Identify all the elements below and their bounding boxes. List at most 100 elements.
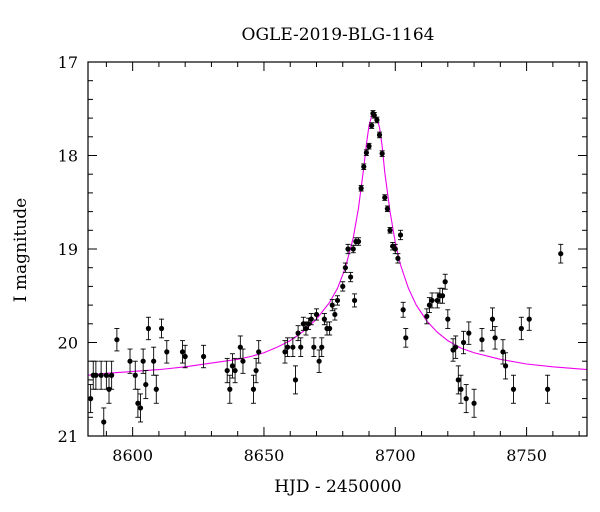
data-point bbox=[303, 325, 309, 332]
data-point bbox=[384, 206, 390, 212]
data-point bbox=[232, 367, 238, 374]
x-axis-label: HJD - 2450000 bbox=[274, 477, 402, 497]
data-point bbox=[350, 246, 356, 252]
data-point bbox=[227, 386, 233, 392]
data-point bbox=[392, 246, 398, 252]
data-point bbox=[387, 227, 393, 233]
data-point bbox=[376, 132, 383, 138]
data-point bbox=[439, 293, 446, 299]
data-point bbox=[290, 344, 296, 350]
data-point bbox=[518, 325, 524, 332]
data-point bbox=[358, 185, 364, 191]
y-axis-label: I magnitude bbox=[11, 198, 31, 302]
data-point bbox=[308, 316, 314, 322]
data-point bbox=[379, 151, 385, 157]
data-point bbox=[316, 358, 322, 364]
y-tick-label: 20 bbox=[58, 334, 78, 353]
data-point bbox=[88, 396, 94, 402]
x-tick-label: 8600 bbox=[112, 446, 153, 465]
data-point bbox=[453, 344, 459, 350]
data-point bbox=[306, 321, 312, 327]
data-point bbox=[143, 381, 149, 388]
data-point bbox=[135, 400, 141, 406]
data-point bbox=[106, 386, 112, 392]
data-point bbox=[500, 349, 506, 355]
data-point bbox=[182, 353, 188, 360]
axis-ticks: 8600 8650 8700 8750 17 18 19 20 21 bbox=[58, 53, 587, 465]
y-tick-label: 17 bbox=[58, 53, 78, 72]
data-point bbox=[256, 349, 262, 355]
data-point bbox=[363, 150, 369, 156]
data-point bbox=[321, 316, 327, 322]
data-point bbox=[114, 337, 120, 343]
data-point bbox=[558, 251, 564, 257]
data-point bbox=[361, 164, 367, 170]
data-point bbox=[545, 386, 551, 392]
model-curve-layer bbox=[87, 113, 588, 376]
x-tick-label: 8700 bbox=[375, 446, 416, 465]
data-point bbox=[300, 321, 306, 327]
data-point bbox=[319, 344, 325, 350]
data-point bbox=[426, 302, 433, 308]
data-point bbox=[442, 279, 448, 285]
data-point bbox=[429, 297, 435, 304]
data-point bbox=[526, 316, 532, 322]
y-tick-label: 21 bbox=[58, 427, 78, 446]
data-point bbox=[489, 316, 496, 322]
data-point bbox=[250, 386, 257, 392]
data-point bbox=[153, 386, 159, 392]
data-point bbox=[348, 274, 354, 280]
data-point bbox=[334, 297, 341, 304]
data-point bbox=[295, 330, 301, 336]
data-point bbox=[502, 363, 509, 369]
data-point bbox=[127, 358, 133, 364]
data-point bbox=[282, 349, 288, 355]
data-point bbox=[132, 372, 138, 378]
data-point bbox=[145, 325, 152, 332]
data-point bbox=[313, 311, 320, 318]
chart-title: OGLE-2019-BLG-1164 bbox=[242, 25, 435, 45]
y-tick-label: 19 bbox=[58, 240, 78, 259]
data-points-layer bbox=[88, 110, 564, 437]
data-point bbox=[340, 283, 346, 289]
data-point bbox=[103, 372, 109, 378]
data-point bbox=[298, 344, 304, 350]
data-point bbox=[471, 400, 477, 406]
data-point bbox=[400, 307, 406, 313]
data-point bbox=[151, 358, 157, 364]
data-point bbox=[101, 419, 107, 425]
data-point bbox=[98, 372, 104, 378]
data-point bbox=[140, 358, 146, 364]
y-tick-label: 18 bbox=[58, 147, 78, 166]
plot-frame bbox=[87, 61, 588, 437]
data-point bbox=[229, 363, 236, 369]
data-point bbox=[369, 122, 375, 129]
data-point bbox=[179, 349, 186, 355]
data-point bbox=[329, 302, 335, 308]
x-tick-label: 8750 bbox=[506, 446, 547, 465]
model-curve bbox=[87, 113, 588, 376]
data-point bbox=[455, 377, 461, 383]
data-point bbox=[374, 117, 380, 123]
data-point bbox=[397, 232, 404, 238]
data-point bbox=[355, 238, 362, 245]
data-point bbox=[479, 337, 485, 343]
data-point bbox=[395, 255, 401, 261]
data-point bbox=[345, 246, 351, 252]
data-point bbox=[463, 396, 469, 402]
x-tick-label: 8650 bbox=[244, 446, 285, 465]
data-point bbox=[366, 143, 372, 149]
data-point bbox=[371, 112, 377, 118]
data-point bbox=[445, 316, 451, 322]
data-point bbox=[311, 344, 317, 350]
data-point bbox=[434, 297, 440, 304]
data-point bbox=[200, 353, 207, 360]
data-point bbox=[327, 325, 333, 332]
data-point bbox=[458, 386, 464, 392]
data-point bbox=[109, 372, 115, 378]
data-point bbox=[285, 344, 291, 350]
data-point bbox=[137, 405, 144, 411]
data-point bbox=[224, 367, 230, 374]
